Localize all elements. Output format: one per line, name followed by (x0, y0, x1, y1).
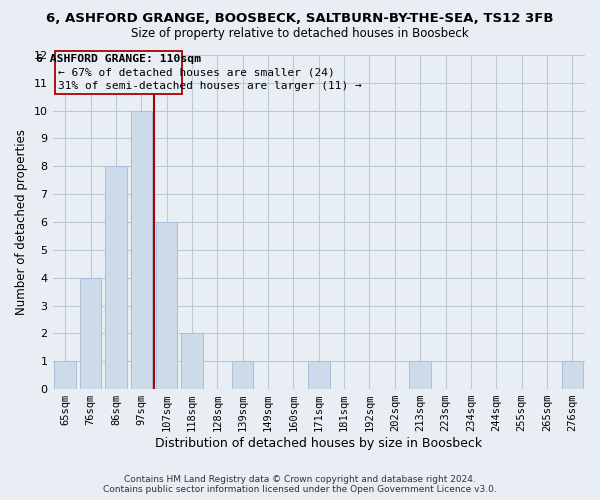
Text: 6 ASHFORD GRANGE: 110sqm: 6 ASHFORD GRANGE: 110sqm (36, 54, 201, 64)
Text: ← 67% of detached houses are smaller (24): ← 67% of detached houses are smaller (24… (58, 68, 334, 78)
Bar (562, 361, 583, 389)
Y-axis label: Number of detached properties: Number of detached properties (15, 129, 28, 315)
Bar (308, 361, 329, 389)
Text: 31% of semi-detached houses are larger (11) →: 31% of semi-detached houses are larger (… (58, 82, 361, 92)
Text: Size of property relative to detached houses in Boosbeck: Size of property relative to detached ho… (131, 28, 469, 40)
X-axis label: Distribution of detached houses by size in Boosbeck: Distribution of detached houses by size … (155, 437, 482, 450)
Bar (105, 166, 127, 389)
Bar (80, 278, 101, 389)
FancyBboxPatch shape (55, 50, 182, 94)
Bar (181, 334, 203, 389)
Bar (232, 361, 253, 389)
Bar (131, 110, 152, 389)
Text: Contains public sector information licensed under the Open Government Licence v3: Contains public sector information licen… (103, 485, 497, 494)
Bar (156, 222, 178, 389)
Text: Contains HM Land Registry data © Crown copyright and database right 2024.: Contains HM Land Registry data © Crown c… (124, 475, 476, 484)
Bar (409, 361, 431, 389)
Bar (55, 361, 76, 389)
Text: 6, ASHFORD GRANGE, BOOSBECK, SALTBURN-BY-THE-SEA, TS12 3FB: 6, ASHFORD GRANGE, BOOSBECK, SALTBURN-BY… (46, 12, 554, 26)
